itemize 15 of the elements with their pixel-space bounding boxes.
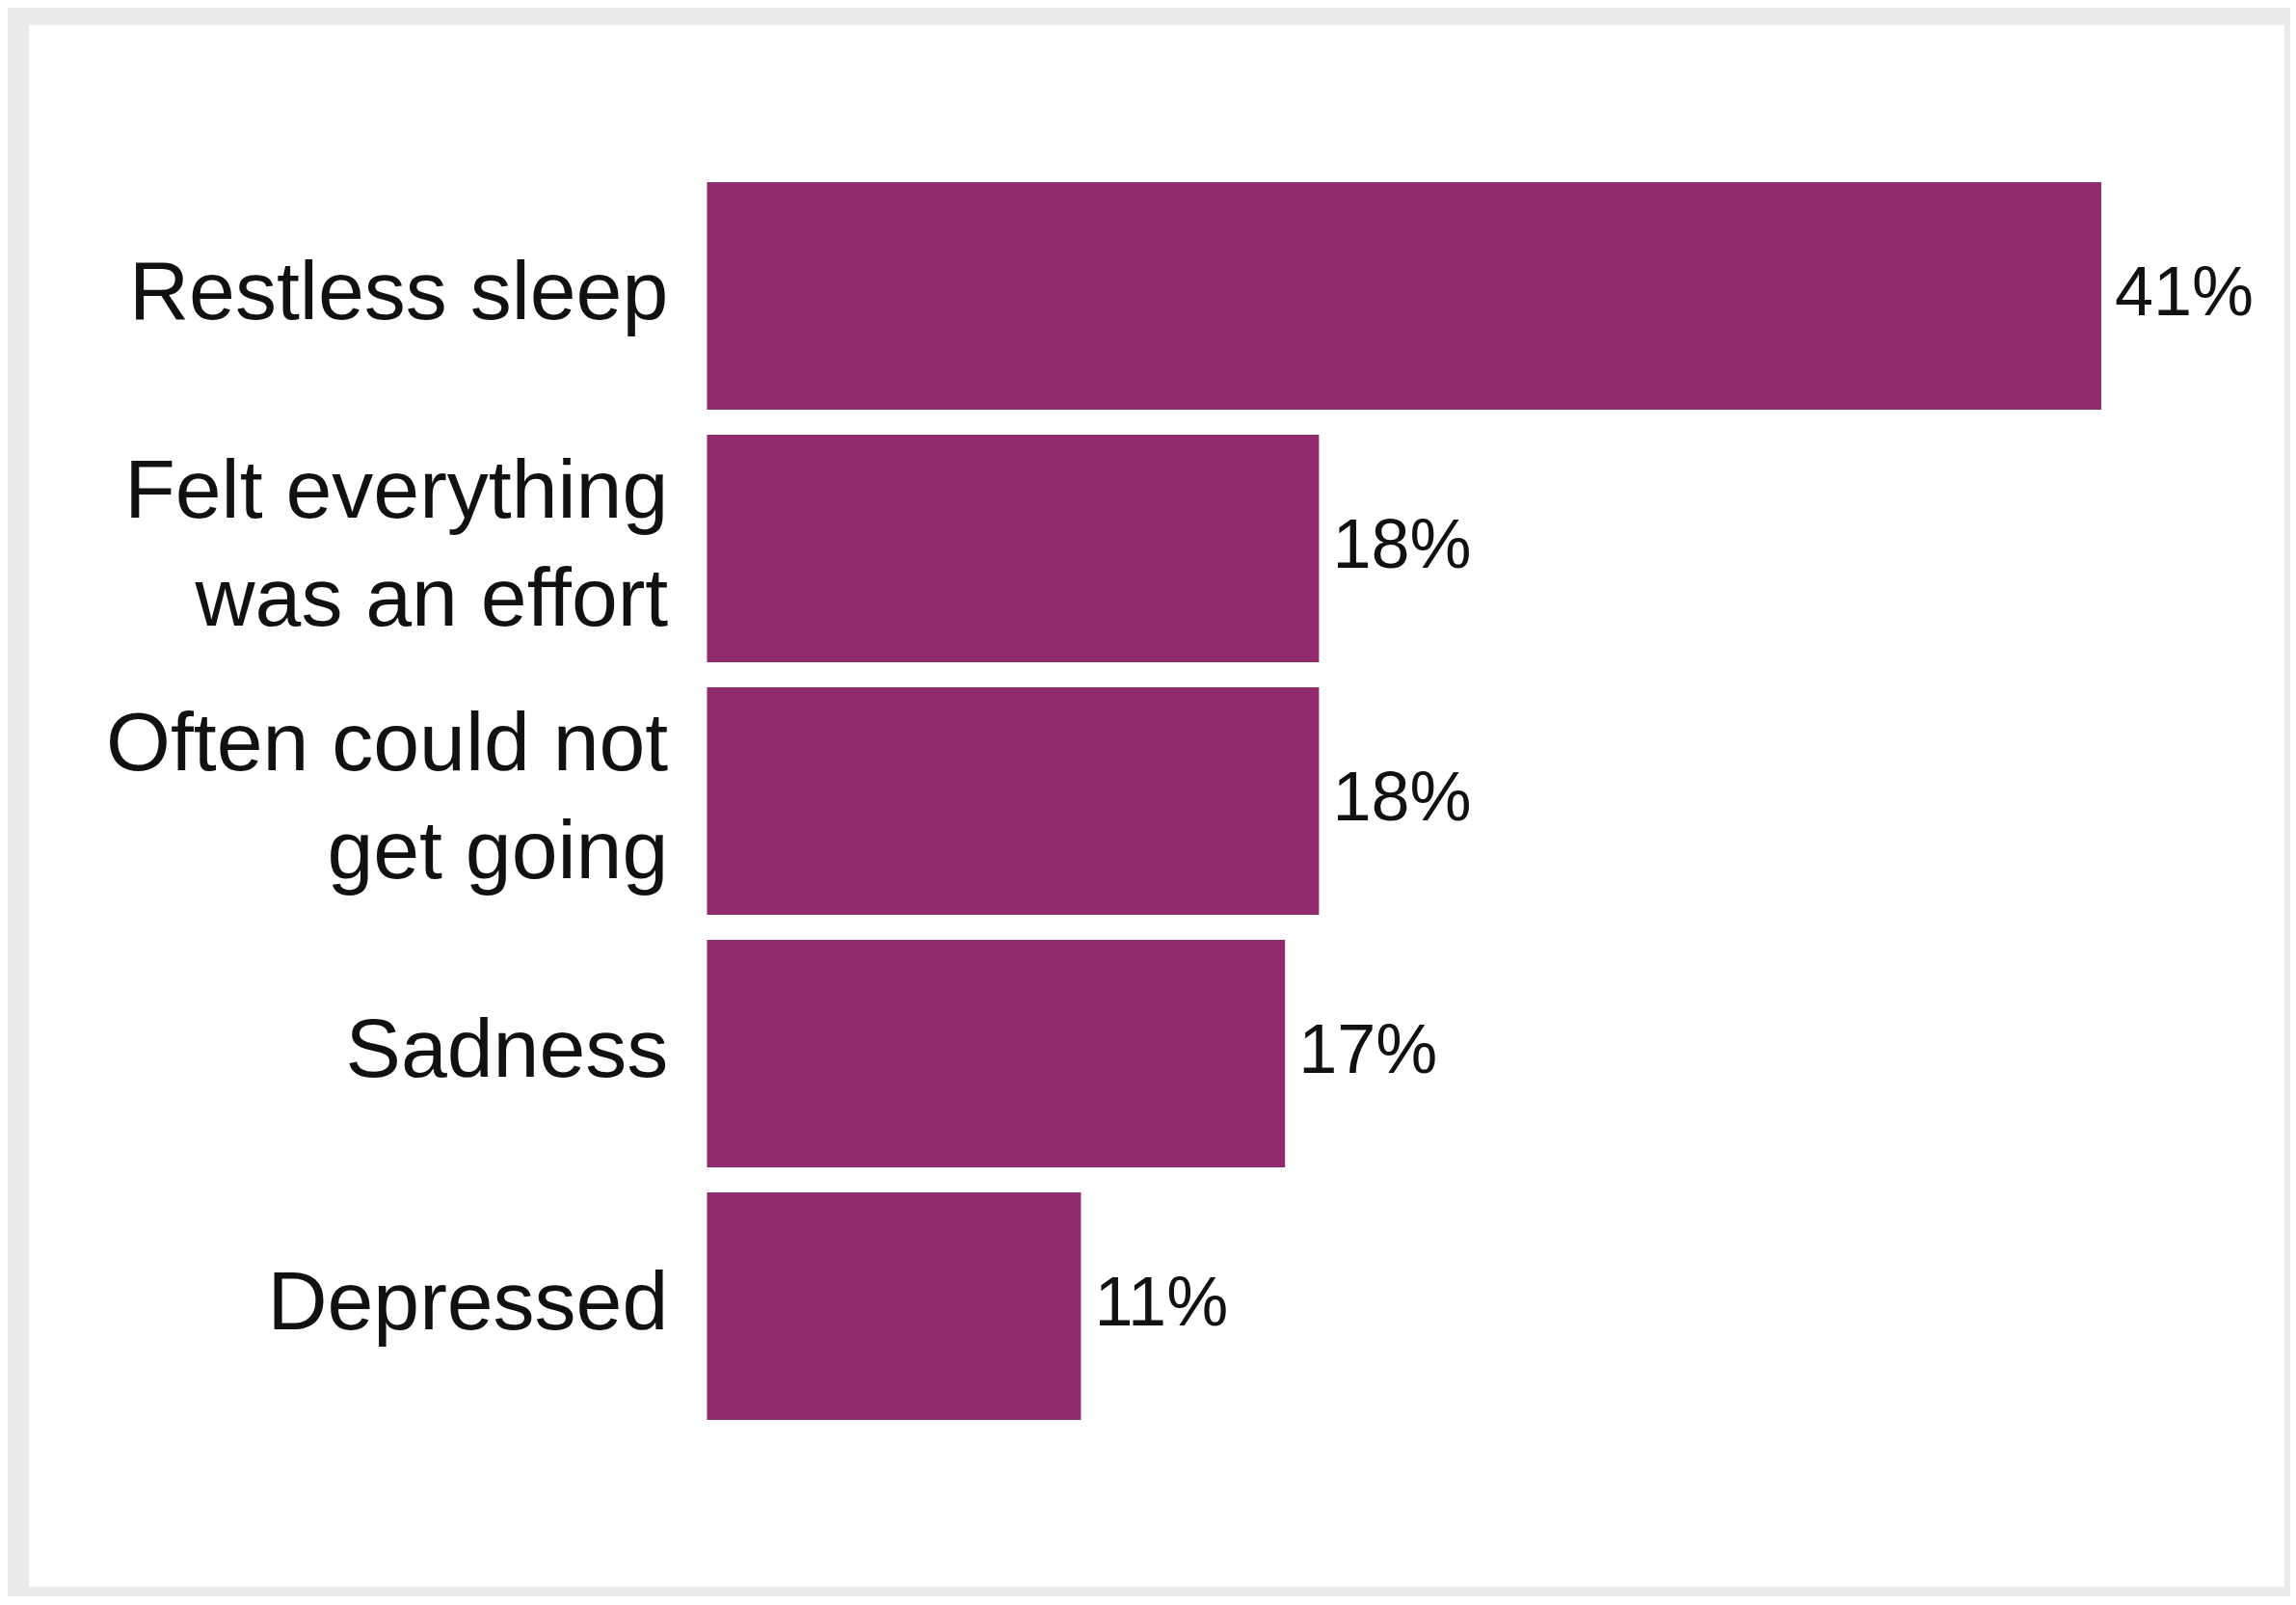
y-tick-label: Depressed bbox=[267, 1253, 669, 1347]
data-label: 18% bbox=[1332, 504, 1472, 582]
bar bbox=[707, 435, 1320, 662]
data-label: 41% bbox=[2115, 252, 2255, 330]
bar bbox=[707, 940, 1286, 1167]
y-tick-label: Sadness bbox=[345, 1001, 669, 1094]
data-label: 11% bbox=[1094, 1262, 1229, 1340]
bar bbox=[707, 182, 2101, 410]
bar bbox=[707, 1192, 1081, 1420]
y-tick-label: Felt everything was an effort bbox=[124, 441, 669, 643]
data-label: 17% bbox=[1298, 1009, 1438, 1087]
bar bbox=[707, 687, 1320, 915]
data-label: 18% bbox=[1332, 757, 1472, 835]
y-tick-label: Restless sleep bbox=[129, 243, 669, 336]
y-tick-label: Often could not get going bbox=[105, 694, 669, 896]
